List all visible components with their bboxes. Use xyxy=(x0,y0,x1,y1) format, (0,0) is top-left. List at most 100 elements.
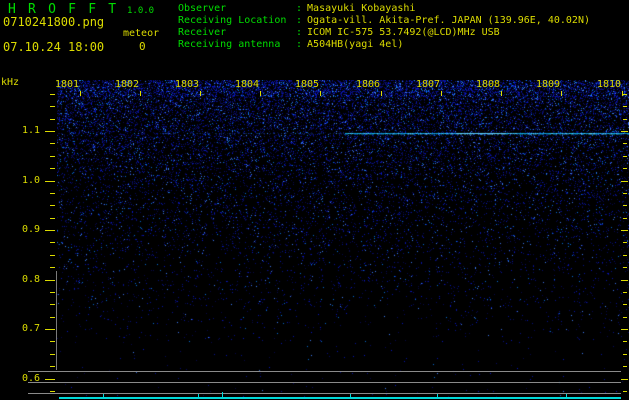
time-label: 1807 xyxy=(416,79,441,90)
info-separator: : xyxy=(296,15,303,26)
time-label: 1804 xyxy=(235,79,260,90)
freq-label: 0.6 xyxy=(21,373,40,384)
freq-tick-minor xyxy=(623,341,627,342)
freq-tick-minor xyxy=(50,366,55,367)
time-label: 1808 xyxy=(476,79,501,90)
freq-tick-major xyxy=(621,379,628,380)
time-tick xyxy=(140,91,141,96)
freq-tick-minor xyxy=(623,156,627,157)
level-uptick xyxy=(566,394,567,397)
freq-tick-major xyxy=(621,131,628,132)
freq-tick-major xyxy=(621,230,628,231)
time-tick xyxy=(561,91,562,96)
freq-tick-minor xyxy=(50,242,55,243)
freq-tick-minor xyxy=(50,317,55,318)
freq-tick-minor xyxy=(50,341,55,342)
freq-tick-major xyxy=(45,379,55,380)
info-value: Masayuki Kobayashi xyxy=(307,3,416,14)
level-vaxis xyxy=(56,271,57,370)
freq-tick-minor xyxy=(50,156,55,157)
time-label: 1801 xyxy=(55,79,80,90)
freq-tick-major xyxy=(45,131,55,132)
level-uptick xyxy=(198,394,199,397)
time-label: 1806 xyxy=(356,79,381,90)
freq-tick-major xyxy=(621,329,628,330)
info-value: Ogata-vill. Akita-Pref. JAPAN (139.96E, … xyxy=(307,15,590,26)
freq-tick-minor xyxy=(50,354,55,355)
app-title: H R O F F T xyxy=(8,2,119,17)
level-uptick xyxy=(103,394,104,397)
info-key: Receiver xyxy=(178,27,227,38)
freq-tick-minor xyxy=(623,119,627,120)
time-tick xyxy=(441,91,442,96)
freq-label: 0.8 xyxy=(21,274,40,285)
freq-tick-major xyxy=(45,230,55,231)
info-key: Observer xyxy=(178,3,227,14)
info-row-antenna: Receiving antenna: A504HB(yagi 4el) xyxy=(178,39,590,51)
freq-tick-minor xyxy=(623,354,627,355)
freq-tick-minor xyxy=(50,304,55,305)
freq-tick-minor xyxy=(623,94,627,95)
level-ref-line xyxy=(28,371,621,372)
info-key: Receiving antenna xyxy=(178,39,281,50)
level-uptick xyxy=(437,394,438,397)
freq-label: 1.0 xyxy=(21,175,40,186)
info-row-receiver: Receiver: ICOM IC-575 53.7492(@LCD)MHz US… xyxy=(178,27,590,39)
time-tick xyxy=(320,91,321,96)
freq-tick-minor xyxy=(623,168,627,169)
freq-tick-minor xyxy=(50,94,55,95)
output-filename: 0710241800.png xyxy=(3,15,105,29)
level-baseline xyxy=(59,397,621,399)
meteor-count: 0 xyxy=(139,40,146,53)
time-tick xyxy=(381,91,382,96)
time-tick xyxy=(260,91,261,96)
freq-tick-minor xyxy=(50,255,55,256)
time-tick xyxy=(200,91,201,96)
info-separator: : xyxy=(296,27,303,38)
freq-tick-minor xyxy=(623,143,627,144)
freq-label: 0.9 xyxy=(21,224,40,235)
level-uptick xyxy=(350,394,351,397)
time-tick xyxy=(80,91,81,96)
freq-tick-minor xyxy=(50,143,55,144)
freq-tick-minor xyxy=(50,205,55,206)
time-tick xyxy=(622,91,623,96)
freq-tick-minor xyxy=(50,218,55,219)
freq-tick-minor xyxy=(623,267,627,268)
level-ref-line xyxy=(28,382,621,383)
freq-tick-minor xyxy=(623,106,627,107)
freq-label: 1.1 xyxy=(21,125,40,136)
freq-tick-minor xyxy=(50,391,55,392)
info-separator: : xyxy=(296,3,303,14)
freq-tick-minor xyxy=(623,218,627,219)
time-tick xyxy=(501,91,502,96)
time-label: 1810 xyxy=(597,79,622,90)
khz-axis-label: kHz xyxy=(1,77,20,88)
freq-tick-minor xyxy=(50,168,55,169)
level-ref-line xyxy=(28,393,621,394)
freq-tick-major xyxy=(45,181,55,182)
freq-tick-minor xyxy=(623,366,627,367)
freq-label: 0.7 xyxy=(21,323,40,334)
info-value: ICOM IC-575 53.7492(@LCD)MHz USB xyxy=(307,27,500,38)
freq-tick-minor xyxy=(623,292,627,293)
freq-tick-major xyxy=(621,280,628,281)
station-info-block: Observer: Masayuki Kobayashi Receiving Lo… xyxy=(178,3,590,51)
freq-tick-minor xyxy=(623,304,627,305)
freq-tick-minor xyxy=(50,119,55,120)
time-label: 1805 xyxy=(295,79,320,90)
freq-tick-minor xyxy=(623,242,627,243)
freq-tick-minor xyxy=(623,193,627,194)
info-row-location: Receiving Location: Ogata-vill. Akita-Pre… xyxy=(178,15,590,27)
info-row-observer: Observer: Masayuki Kobayashi xyxy=(178,3,590,15)
info-value: A504HB(yagi 4el) xyxy=(307,39,404,50)
freq-tick-minor xyxy=(50,106,55,107)
time-label: 1802 xyxy=(115,79,140,90)
time-label: 1809 xyxy=(536,79,561,90)
observation-datetime: 07.10.24 18:00 xyxy=(3,40,105,54)
spectrogram-canvas xyxy=(57,80,629,400)
info-separator: : xyxy=(296,39,303,50)
freq-tick-minor xyxy=(623,391,627,392)
freq-tick-minor xyxy=(50,193,55,194)
